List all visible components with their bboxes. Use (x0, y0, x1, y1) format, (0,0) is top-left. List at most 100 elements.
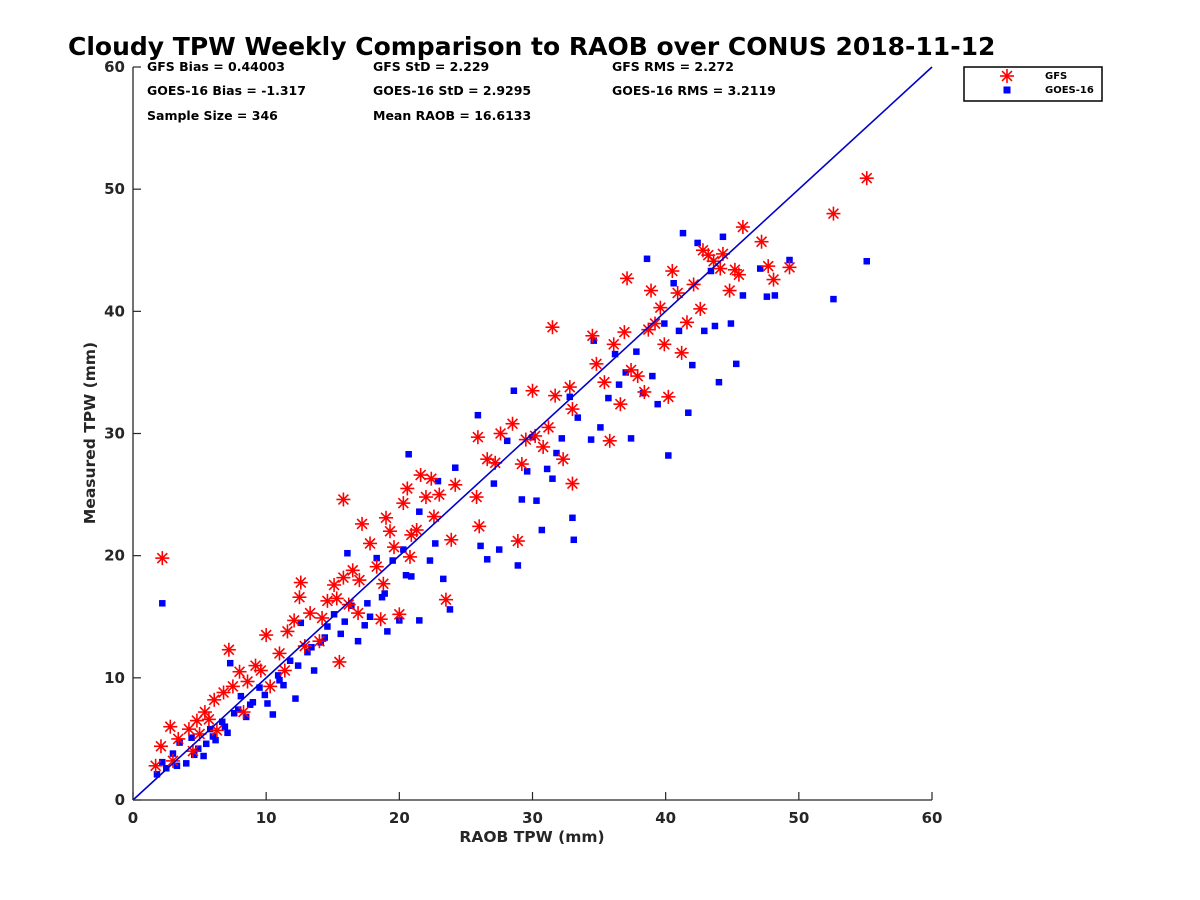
gfs-point (181, 722, 196, 737)
goes-point (434, 477, 442, 485)
ticks: 0 10 20 30 40 50 60 0 10 20 30 40 50 60 (104, 58, 942, 827)
gfs-point (413, 468, 428, 483)
y-tick-label: 50 (104, 180, 125, 198)
goes-point (195, 745, 202, 752)
gfs-point (674, 345, 689, 360)
x-tick-label: 30 (522, 809, 543, 827)
stat-gfs-rms: GFS RMS = 2.272 (612, 59, 734, 74)
goes-point (661, 320, 668, 327)
goes-point (446, 606, 454, 613)
gfs-point (303, 606, 318, 621)
goes-point (366, 613, 374, 620)
goes-point (863, 257, 870, 265)
goes-point (529, 433, 536, 441)
goes-point (218, 718, 226, 726)
gfs-point (277, 663, 292, 678)
gfs-point (148, 758, 163, 773)
gfs-point (653, 300, 668, 315)
goes-point (490, 480, 498, 487)
stats-block: GFS Bias = 0.44003 GFS StD = 2.229 GFS R… (147, 59, 776, 123)
goes-point (321, 634, 329, 641)
goes-point (344, 549, 351, 557)
gfs-point (209, 723, 224, 738)
gfs-point (197, 705, 212, 720)
goes-point (292, 695, 299, 702)
data-points (148, 171, 874, 778)
goes-point (649, 372, 656, 380)
goes-point (209, 733, 217, 740)
goes-point (276, 677, 283, 684)
gfs-point (613, 397, 628, 412)
stat-goes-bias: GOES-16 Bias = -1.317 (147, 83, 306, 98)
gfs-point (292, 590, 307, 605)
plot-area: 0 10 20 30 40 50 60 0 10 20 30 40 50 60 (104, 58, 942, 827)
one-to-one-line (132, 66, 933, 801)
gfs-point (469, 490, 484, 505)
gfs-point (327, 577, 342, 592)
gfs-point (189, 713, 204, 728)
gfs-point (259, 628, 274, 643)
gfs-point (731, 267, 746, 282)
goes-point (514, 562, 522, 569)
goes-point (159, 758, 166, 766)
chart-title: Cloudy TPW Weekly Comparison to RAOB ove… (68, 32, 995, 61)
gfs-point (754, 234, 769, 249)
goes-point (426, 557, 434, 564)
goes-point (694, 239, 701, 247)
goes-point (264, 700, 271, 707)
goes-point (202, 740, 210, 748)
goes-point (510, 387, 518, 394)
gfs-point (444, 532, 459, 547)
goes-point (191, 751, 198, 759)
y-tick-label: 60 (104, 58, 125, 76)
stat-goes-std: GOES-16 StD = 2.9295 (373, 83, 531, 98)
goes-point (771, 292, 779, 299)
gfs-point (336, 492, 351, 507)
gfs-point (693, 301, 708, 316)
goes-point (256, 684, 263, 691)
goes-point (763, 293, 771, 300)
goes-point (590, 337, 598, 344)
y-tick-label: 30 (104, 425, 125, 443)
gfs-point (207, 692, 222, 707)
gfs-point (293, 575, 308, 590)
gfs-point (713, 261, 728, 276)
goes-point (304, 648, 311, 656)
gfs-point (392, 607, 407, 622)
legend: GFS GOES-16 (963, 66, 1103, 102)
goes-point (294, 662, 302, 669)
gfs-point (232, 664, 247, 679)
x-tick-label: 20 (389, 809, 410, 827)
gfs-point (679, 315, 694, 330)
goes-point (605, 394, 612, 402)
gfs-point (617, 325, 632, 340)
goes-point (679, 229, 687, 237)
goes-point (719, 233, 727, 241)
gfs-point (565, 402, 580, 417)
goes-point (261, 691, 269, 699)
goes-point (230, 710, 238, 717)
goes-point (633, 348, 640, 355)
gfs-point (373, 612, 388, 627)
gfs-point (369, 559, 384, 574)
goes-point (354, 637, 362, 645)
goes-point (381, 590, 388, 597)
gfs-point (735, 220, 750, 235)
gfs-point (352, 573, 367, 588)
goes-point (440, 575, 447, 583)
goes-point (452, 464, 459, 471)
y-tick-label: 20 (104, 547, 125, 565)
goes-point (297, 619, 305, 627)
goes-point (373, 554, 380, 562)
goes-point (549, 475, 556, 482)
gfs-point (225, 679, 240, 694)
stat-gfs-std: GFS StD = 2.229 (373, 59, 489, 74)
goes-point (627, 435, 635, 442)
gfs-point (606, 337, 621, 352)
gfs-point (280, 624, 295, 639)
legend-gfs-marker-icon (1000, 69, 1014, 83)
goes-point (611, 350, 619, 358)
gfs-point (336, 570, 351, 585)
gfs-point (400, 481, 415, 496)
goes-point (159, 600, 166, 607)
